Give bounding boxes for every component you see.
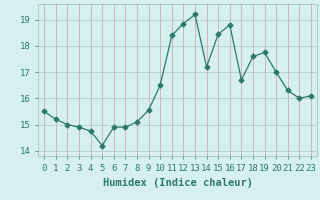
X-axis label: Humidex (Indice chaleur): Humidex (Indice chaleur) — [103, 178, 252, 188]
